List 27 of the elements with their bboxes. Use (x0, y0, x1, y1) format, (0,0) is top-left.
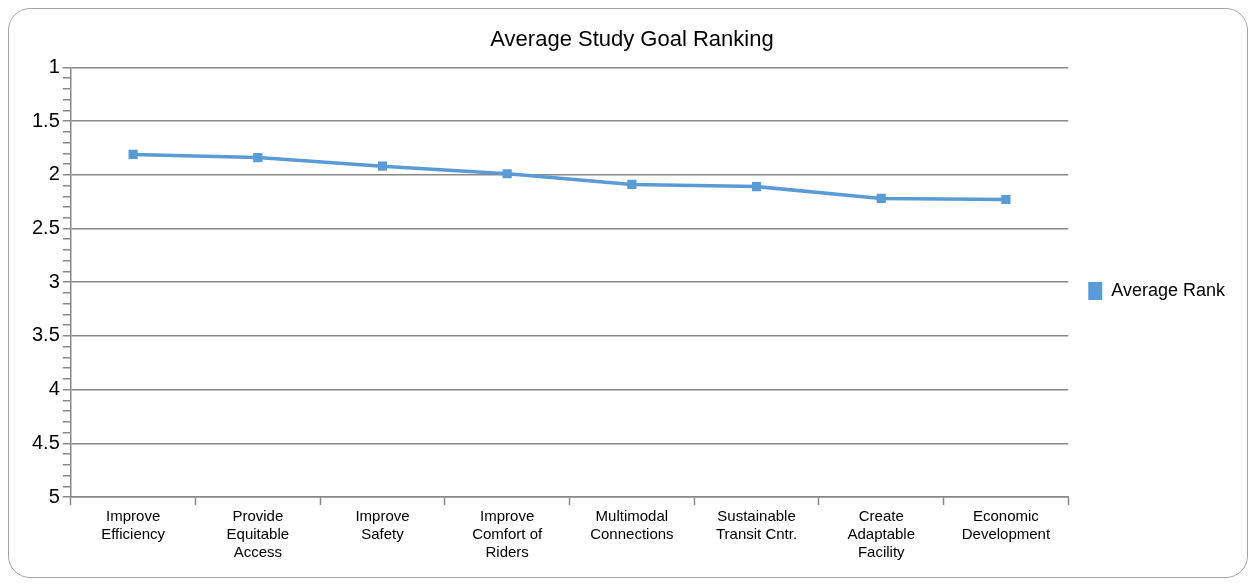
point (128, 149, 138, 159)
y-tick-label: 2.5 (31, 216, 60, 239)
point (627, 179, 637, 190)
y-tick-label: 4 (48, 377, 60, 400)
x-tick-label: Economic Development (961, 507, 1051, 543)
point (253, 153, 263, 163)
x-tick-label: Multimodal Connections (590, 507, 674, 543)
point (502, 169, 512, 179)
y-tick-label: 4.5 (31, 430, 60, 453)
x-tick-label: Sustainable Transit Cntr. (715, 507, 798, 543)
y-tick-label: 1.5 (31, 108, 60, 131)
x-tick-label: Provide Equitable Access (226, 507, 290, 561)
y-tick-label: 5 (48, 484, 60, 507)
x-tick-label: Improve Efficiency (101, 507, 166, 543)
legend-label: Average Rank (1111, 279, 1226, 300)
y-tick-label: 3.5 (31, 323, 60, 346)
point (1001, 194, 1011, 205)
chart-title: Average Study Goal Ranking (490, 26, 774, 52)
point (377, 161, 388, 171)
x-tick-label: Improve Safety (355, 507, 410, 543)
x-tick-label: Improve Comfort of Riders (472, 507, 544, 561)
x-tick-label: Create Adaptable Facility (847, 507, 916, 561)
y-tick-label: 2 (48, 162, 60, 185)
y-tick-label: 3 (48, 269, 60, 292)
y-tick-label: 1 (48, 54, 60, 77)
point (876, 193, 886, 204)
point (751, 182, 762, 192)
